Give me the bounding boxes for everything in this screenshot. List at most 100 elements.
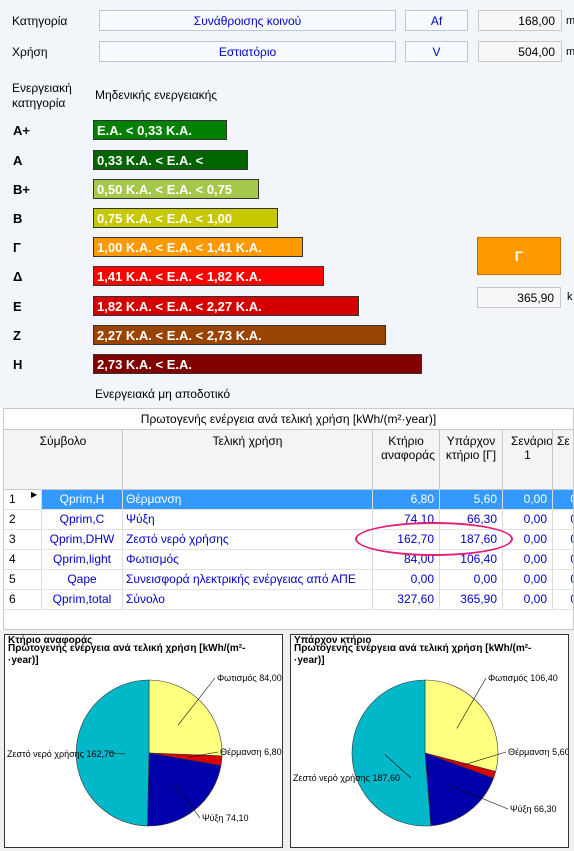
- pie-label-cool: Ψύξη 66,30: [510, 804, 557, 814]
- cell-symbol[interactable]: Qprim,C: [42, 510, 123, 530]
- pie-leader-light: [456, 677, 487, 729]
- cell-exist[interactable]: 106,40: [440, 550, 503, 570]
- category-letter: Η: [13, 357, 23, 372]
- chart-title-line1: Πρωτογενής ενέργεια ανά τελική χρήση [kW…: [8, 643, 246, 654]
- pie-leader-cool: [449, 784, 509, 810]
- pie-slice-cool: [147, 752, 222, 827]
- af-unit: m: [566, 15, 574, 27]
- category-field[interactable]: Συνάθροισης κοινού: [99, 10, 396, 31]
- cell-s1[interactable]: 0,00: [503, 590, 553, 610]
- pie-leader-cool: [174, 783, 201, 819]
- cell-symbol[interactable]: Qape: [42, 570, 123, 590]
- table-header: Σύμβολο Τελική χρήση Κτήριο αναφοράς Υπά…: [4, 430, 573, 490]
- category-bar: 1,82 Κ.Α. < Ε.Α. < 2,27 Κ.Α.: [93, 296, 359, 316]
- cell-ref[interactable]: 327,60: [373, 590, 440, 610]
- cell-ref[interactable]: 6,80: [373, 490, 440, 510]
- cell-symbol[interactable]: Qprim,light: [42, 550, 123, 570]
- chart-title-line2: ·year)]: [8, 655, 39, 666]
- cell-use[interactable]: Συνεισφορά ηλεκτρικής ενέργειας από ΑΠΕ: [123, 570, 373, 590]
- result-value-field: 365,90: [477, 287, 561, 308]
- existing-building-pie-chart: Φωτισμός 106,40 Θέρμανση 5,60 Ψύξη 66,30 Ζε…: [290, 634, 569, 848]
- chart-tab-reference[interactable]: Κτήριο αναφοράς: [8, 635, 93, 646]
- pie-label-heat: Θέρμανση 5,60: [508, 747, 569, 757]
- pie-slice-light: [148, 679, 223, 757]
- category-bar: 0,33 Κ.Α. < Ε.Α. <: [93, 150, 248, 170]
- category-letter: Β: [13, 211, 23, 226]
- category-bar: 1,00 Κ.Α. < Ε.Α. < 1,41 Κ.Α.: [93, 237, 303, 257]
- pie-svg: Φωτισμός 106,40 Θέρμανση 5,60 Ψύξη 66,30 Ζε…: [293, 673, 569, 827]
- cell-use[interactable]: Φωτισμός: [123, 550, 373, 570]
- current-row-arrow-icon: ▶: [31, 490, 38, 499]
- cell-ref[interactable]: 0,00: [373, 570, 440, 590]
- cell-s1[interactable]: 0,00: [503, 510, 553, 530]
- category-bar: 2,27 Κ.Α. < Ε.Α. < 2,73 Κ.Α.: [93, 325, 386, 345]
- chart-title-line1: Πρωτογενής ενέργεια ανά τελική χρήση [kW…: [294, 643, 532, 654]
- col-header-scenario-2[interactable]: Σε: [553, 430, 573, 490]
- energy-category-label-2: κατηγορία: [12, 96, 66, 110]
- chart-title-existing: Πρωτογενής ενέργεια ανά τελική χρήση [kW…: [294, 643, 564, 667]
- cell-s2[interactable]: 0: [553, 590, 573, 610]
- primary-energy-table: Πρωτογενής ενέργεια ανά τελική χρήση [kW…: [3, 408, 574, 630]
- col-header-reference[interactable]: Κτήριο αναφοράς: [373, 430, 440, 490]
- col-header-symbol[interactable]: Σύμβολο: [4, 430, 123, 490]
- table-row[interactable]: 5 Qape Συνεισφορά ηλεκτρικής ενέργειας από…: [4, 570, 573, 590]
- cell-use[interactable]: Ζεστό νερό χρήσης: [123, 530, 373, 550]
- pie-leader-light: [177, 677, 216, 726]
- cell-s1[interactable]: 0,00: [503, 570, 553, 590]
- category-bar: Ε.Α. < 0,33 Κ.Α.: [93, 120, 227, 140]
- reference-building-pie-chart: Φωτισμός 84,00 Θέρμανση 6,80 Ψύξη 74,10 Ζεσ…: [4, 634, 283, 848]
- af-value-field[interactable]: 168,00: [478, 10, 562, 31]
- cell-n: 4: [4, 550, 42, 570]
- highlight-ellipse: [355, 522, 513, 556]
- v-value-field[interactable]: 504,00: [478, 41, 562, 62]
- use-field[interactable]: Εστιατόριο: [99, 41, 396, 62]
- cell-n: 3: [4, 530, 42, 550]
- cell-n: 6: [4, 590, 42, 610]
- cell-s2[interactable]: 0: [553, 510, 573, 530]
- cell-symbol[interactable]: Qprim,H: [42, 490, 123, 510]
- chart-tab-existing[interactable]: Υπάρχον κτήριο: [294, 635, 372, 646]
- pie-svg: Φωτισμός 84,00 Θέρμανση 6,80 Ψύξη 74,10 Ζεσ…: [7, 673, 282, 827]
- cell-s1[interactable]: 0,00: [503, 530, 553, 550]
- cell-s1[interactable]: 0,00: [503, 490, 553, 510]
- pie-slice-light: [424, 679, 499, 772]
- result-unit: k: [567, 291, 573, 303]
- cell-use[interactable]: Θέρμανση: [123, 490, 373, 510]
- cell-exist[interactable]: 5,60: [440, 490, 503, 510]
- charts-panel: Φωτισμός 84,00 Θέρμανση 6,80 Ψύξη 74,10 Ζεσ…: [0, 630, 574, 851]
- pie-leader-dhw: [384, 754, 412, 779]
- cell-symbol[interactable]: Qprim,DHW: [42, 530, 123, 550]
- col-header-scenario-1[interactable]: Σενάριο 1: [503, 430, 553, 490]
- table-title: Πρωτογενής ενέργεια ανά τελική χρήση [kW…: [4, 409, 573, 430]
- category-bar: 1,41 Κ.Α. < Ε.Α. < 1,82 Κ.Α.: [93, 266, 324, 286]
- pie-slice-dhw: [351, 679, 432, 827]
- pie-label-cool: Ψύξη 74,10: [202, 813, 249, 823]
- cell-s2[interactable]: 0: [553, 550, 573, 570]
- chart-title-line2: ·year)]: [294, 655, 325, 666]
- scale-bottom-caption: Ενεργειακά μη αποδοτικό: [95, 387, 231, 401]
- col-header-existing[interactable]: Υπάρχον κτήριο [Γ]: [440, 430, 503, 490]
- category-letter: Γ: [13, 240, 21, 255]
- cell-use[interactable]: Ψύξη: [123, 510, 373, 530]
- cell-s2[interactable]: 0: [553, 490, 573, 510]
- cell-s2[interactable]: 0: [553, 530, 573, 550]
- col-header-use[interactable]: Τελική χρήση: [123, 430, 373, 490]
- building-info-panel: Κατηγορία Συνάθροισης κοινού Af 168,00 m…: [0, 0, 574, 408]
- cell-use[interactable]: Σύνολο: [123, 590, 373, 610]
- cell-s1[interactable]: 0,00: [503, 550, 553, 570]
- pie-leader-heat: [463, 751, 507, 766]
- category-letter: Α+: [13, 123, 30, 138]
- cell-s2[interactable]: 0: [553, 570, 573, 590]
- energy-class-result: Γ: [477, 237, 561, 275]
- pie-leader-dhw: [108, 752, 126, 755]
- pie-label-dhw: Ζεστό νερό χρήσης 187,60: [293, 773, 400, 783]
- category-bar: 0,75 Κ.Α. < Ε.Α. < 1,00: [93, 208, 278, 228]
- category-letter: Ζ: [13, 328, 21, 343]
- cell-symbol[interactable]: Qprim,total: [42, 590, 123, 610]
- cell-exist[interactable]: 365,90: [440, 590, 503, 610]
- cell-exist[interactable]: 0,00: [440, 570, 503, 590]
